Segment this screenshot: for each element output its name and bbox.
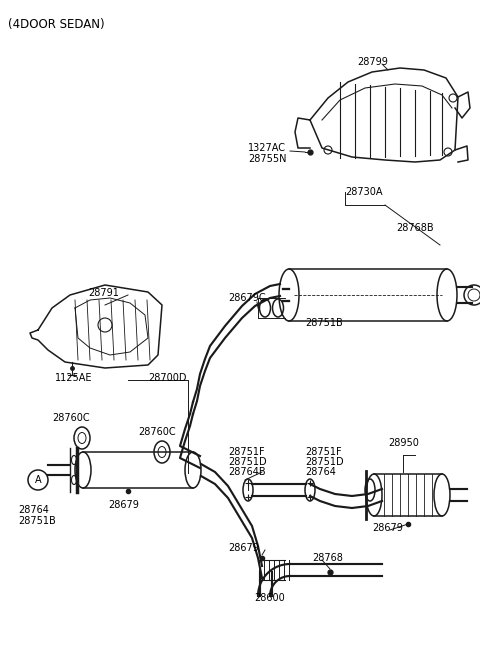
Text: 28764B: 28764B bbox=[228, 467, 265, 477]
Text: 28751F: 28751F bbox=[228, 447, 264, 457]
Text: 28679C: 28679C bbox=[228, 293, 265, 303]
Text: 28768: 28768 bbox=[312, 553, 343, 563]
Text: 28730A: 28730A bbox=[345, 187, 383, 197]
Text: 28751D: 28751D bbox=[228, 457, 266, 467]
Text: 28751B: 28751B bbox=[18, 516, 56, 526]
Text: 1125AE: 1125AE bbox=[55, 373, 93, 383]
Text: 28679: 28679 bbox=[108, 500, 139, 510]
Text: 28600: 28600 bbox=[254, 593, 286, 603]
Text: 28751B: 28751B bbox=[305, 318, 343, 328]
Text: 28679: 28679 bbox=[228, 543, 259, 553]
Text: 1327AC: 1327AC bbox=[248, 143, 286, 153]
Text: 28764: 28764 bbox=[305, 467, 336, 477]
Text: 28791: 28791 bbox=[88, 288, 119, 298]
Text: 28799: 28799 bbox=[357, 57, 388, 67]
Text: 28751F: 28751F bbox=[305, 447, 342, 457]
Text: 28950: 28950 bbox=[388, 438, 419, 448]
Text: 28751D: 28751D bbox=[305, 457, 344, 467]
Text: 28764: 28764 bbox=[18, 505, 49, 515]
Text: 28755N: 28755N bbox=[248, 154, 287, 164]
Text: 28679: 28679 bbox=[372, 523, 403, 533]
Text: 28760C: 28760C bbox=[52, 413, 90, 423]
Text: 28700D: 28700D bbox=[148, 373, 187, 383]
Text: A: A bbox=[35, 475, 41, 485]
Text: (4DOOR SEDAN): (4DOOR SEDAN) bbox=[8, 18, 105, 31]
Text: 28768B: 28768B bbox=[396, 223, 433, 233]
Text: 28760C: 28760C bbox=[138, 427, 176, 437]
